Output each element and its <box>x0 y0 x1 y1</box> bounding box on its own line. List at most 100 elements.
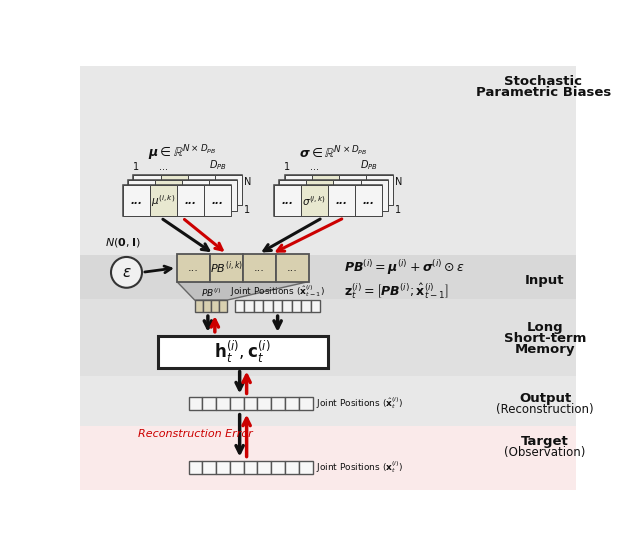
Bar <box>177 185 204 216</box>
Text: ...: ... <box>212 196 223 206</box>
Bar <box>157 336 328 368</box>
Bar <box>311 300 320 312</box>
Text: $D_{PB}$: $D_{PB}$ <box>209 158 227 172</box>
Bar <box>188 174 215 205</box>
Bar <box>128 180 237 211</box>
Text: 1: 1 <box>244 205 250 214</box>
Text: $\mathbf{h}_{t}^{(i)}, \mathbf{c}_{t}^{(i)}$: $\mathbf{h}_{t}^{(i)}, \mathbf{c}_{t}^{(… <box>214 338 271 365</box>
Bar <box>161 174 188 205</box>
Bar <box>301 300 311 312</box>
Text: ...: ... <box>159 162 168 172</box>
Bar <box>150 185 177 216</box>
Bar <box>210 254 243 282</box>
Bar <box>282 300 292 312</box>
Bar <box>219 300 227 312</box>
Bar <box>134 174 242 205</box>
Polygon shape <box>177 282 308 300</box>
Bar <box>292 300 301 312</box>
Text: $\boldsymbol{\mu} \in \mathbb{R}^{N \times D_{PB}}$: $\boldsymbol{\mu} \in \mathbb{R}^{N \tim… <box>148 143 216 163</box>
Text: Reconstruction Error: Reconstruction Error <box>138 429 253 439</box>
Bar <box>366 174 393 205</box>
Bar <box>279 180 307 211</box>
Text: $D_{PB}$: $D_{PB}$ <box>360 158 378 172</box>
Bar <box>355 185 382 216</box>
Text: $\sigma^{(i,k)}$: $\sigma^{(i,k)}$ <box>303 194 326 208</box>
Bar <box>328 185 355 216</box>
Text: Joint Positions $(\hat{\mathbf{x}}_{t-1}^{(i)})$: Joint Positions $(\hat{\mathbf{x}}_{t-1}… <box>230 283 325 299</box>
Text: $PB^{(i,k)}$: $PB^{(i,k)}$ <box>210 260 243 276</box>
Bar <box>216 461 230 474</box>
Bar <box>299 461 312 474</box>
Text: ...: ... <box>254 263 265 273</box>
Bar <box>182 180 209 211</box>
Bar <box>333 180 360 211</box>
Text: 1: 1 <box>133 162 140 172</box>
Text: Stochastic: Stochastic <box>504 75 582 88</box>
Bar <box>243 254 276 282</box>
Bar <box>80 299 576 376</box>
Text: ...: ... <box>188 263 199 273</box>
Bar <box>230 461 244 474</box>
Bar <box>189 397 202 410</box>
Bar <box>299 397 312 410</box>
Bar <box>80 255 576 299</box>
Text: $N(\mathbf{0}, \mathbf{I})$: $N(\mathbf{0}, \mathbf{I})$ <box>105 236 140 249</box>
Text: (Observation): (Observation) <box>504 446 586 459</box>
Bar <box>301 185 328 216</box>
Bar <box>254 300 264 312</box>
Text: Parametric Biases: Parametric Biases <box>476 86 611 99</box>
Bar <box>195 300 203 312</box>
Text: 1: 1 <box>284 162 291 172</box>
Bar <box>257 461 271 474</box>
Text: (Reconstruction): (Reconstruction) <box>496 403 594 416</box>
Bar <box>155 180 182 211</box>
Bar <box>209 180 237 211</box>
Bar <box>285 174 312 205</box>
Bar <box>244 397 257 410</box>
Bar <box>123 185 150 216</box>
Bar <box>216 397 230 410</box>
Bar <box>274 185 301 216</box>
Bar <box>204 185 231 216</box>
Bar <box>202 397 216 410</box>
Circle shape <box>111 257 142 288</box>
Text: N: N <box>396 177 403 187</box>
Bar <box>80 426 576 490</box>
Bar <box>276 254 308 282</box>
Bar <box>274 185 382 216</box>
Bar <box>235 300 244 312</box>
Bar <box>230 397 244 410</box>
Bar <box>312 174 339 205</box>
Bar <box>177 254 210 282</box>
Text: ...: ... <box>310 162 319 172</box>
Bar <box>128 180 155 211</box>
Text: Short-term: Short-term <box>504 332 586 345</box>
Text: Input: Input <box>525 273 564 287</box>
Text: $\boldsymbol{PB}^{(i)} = \boldsymbol{\mu}^{(i)} + \boldsymbol{\sigma}^{(i)} \odo: $\boldsymbol{PB}^{(i)} = \boldsymbol{\mu… <box>344 258 465 277</box>
Bar <box>307 180 333 211</box>
Bar <box>203 300 211 312</box>
Bar <box>285 461 299 474</box>
Text: $PB^{(i)}$: $PB^{(i)}$ <box>201 286 221 299</box>
Text: ...: ... <box>363 196 374 206</box>
Bar <box>285 174 393 205</box>
Bar <box>123 185 231 216</box>
Bar <box>202 461 216 474</box>
Bar <box>279 180 388 211</box>
Bar <box>215 174 242 205</box>
Text: $\mathbf{z}_{t}^{(i)} = \left[\boldsymbol{PB}^{(i)}; \hat{\mathbf{x}}_{t-1}^{(i): $\mathbf{z}_{t}^{(i)} = \left[\boldsymbo… <box>344 281 448 301</box>
Bar <box>257 397 271 410</box>
Text: Output: Output <box>519 392 571 405</box>
Bar <box>189 461 202 474</box>
Text: N: N <box>244 177 252 187</box>
Bar <box>134 174 161 205</box>
Text: ...: ... <box>287 263 298 273</box>
Text: $\boldsymbol{\sigma} \in \mathbb{R}^{N \times D_{PB}}$: $\boldsymbol{\sigma} \in \mathbb{R}^{N \… <box>299 145 367 161</box>
Text: $\varepsilon$: $\varepsilon$ <box>122 265 131 280</box>
Text: $\mu^{(i,k)}$: $\mu^{(i,k)}$ <box>151 193 175 208</box>
Text: Target: Target <box>521 435 569 448</box>
Bar <box>271 397 285 410</box>
Bar <box>80 66 576 255</box>
Text: Joint Positions $(\mathbf{x}_{t}^{(i)})$: Joint Positions $(\mathbf{x}_{t}^{(i)})$ <box>316 460 404 475</box>
Text: 1: 1 <box>396 205 401 214</box>
